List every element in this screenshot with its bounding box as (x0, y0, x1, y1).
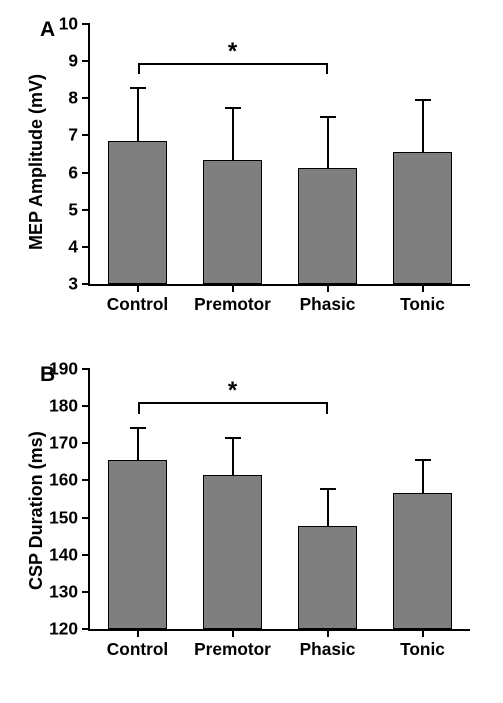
ytick-label: 130 (49, 581, 90, 602)
panel-b: B CSP Duration (ms) 12013014015016017018… (0, 345, 503, 703)
ytick-label: 6 (68, 162, 90, 183)
ytick-label: 180 (49, 396, 90, 417)
ytick-label: 5 (68, 199, 90, 220)
error-bar (422, 100, 424, 152)
panel-a-plot: 345678910ControlPremotorPhasicTonic* (88, 24, 470, 286)
ytick-label: 160 (49, 470, 90, 491)
panel-a-label: A (40, 18, 55, 42)
error-bar (232, 108, 234, 160)
figure: A MEP Amplitude (mV) 345678910ControlPre… (0, 0, 503, 703)
ytick-label: 150 (49, 507, 90, 528)
error-cap (225, 107, 241, 109)
error-cap (415, 459, 431, 461)
significance-star: * (228, 38, 237, 66)
bar (393, 493, 452, 629)
xtick-label: Tonic (400, 284, 445, 315)
xtick-label: Premotor (194, 629, 271, 660)
significance-star: * (228, 377, 237, 405)
error-bar (327, 117, 329, 168)
bar (203, 160, 262, 284)
error-bar (232, 438, 234, 475)
error-cap (415, 99, 431, 101)
error-bar (327, 489, 329, 526)
bar (298, 168, 357, 284)
ytick-label: 10 (59, 14, 90, 35)
bar (108, 460, 167, 629)
xtick-label: Control (107, 284, 168, 315)
xtick-label: Premotor (194, 284, 271, 315)
ytick-label: 170 (49, 433, 90, 454)
bar (298, 526, 357, 629)
error-cap (225, 437, 241, 439)
ytick-label: 4 (68, 236, 90, 257)
xtick-label: Control (107, 629, 168, 660)
panel-b-ylabel: CSP Duration (ms) (26, 431, 47, 590)
error-bar (137, 428, 139, 460)
ytick-label: 7 (68, 125, 90, 146)
ytick-label: 8 (68, 88, 90, 109)
bar (203, 475, 262, 629)
error-cap (130, 87, 146, 89)
bar (393, 152, 452, 284)
panel-b-plot: 120130140150160170180190ControlPremotorP… (88, 369, 470, 631)
xtick-label: Phasic (300, 629, 356, 660)
ytick-label: 9 (68, 51, 90, 72)
error-cap (320, 488, 336, 490)
panel-a-ylabel: MEP Amplitude (mV) (26, 74, 47, 250)
error-cap (320, 116, 336, 118)
ytick-label: 190 (49, 359, 90, 380)
bar (108, 141, 167, 284)
panel-a: A MEP Amplitude (mV) 345678910ControlPre… (0, 0, 503, 345)
xtick-label: Phasic (300, 284, 356, 315)
error-bar (422, 460, 424, 493)
xtick-label: Tonic (400, 629, 445, 660)
ytick-label: 120 (49, 619, 90, 640)
ytick-label: 3 (68, 274, 90, 295)
ytick-label: 140 (49, 544, 90, 565)
error-bar (137, 88, 139, 141)
error-cap (130, 427, 146, 429)
